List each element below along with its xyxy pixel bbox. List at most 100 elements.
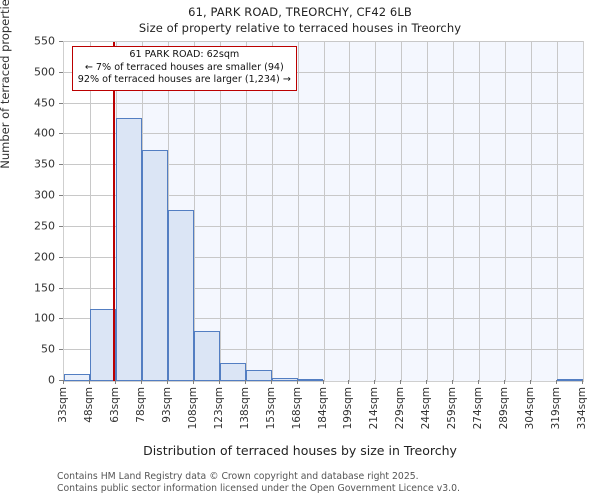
x-axis-tick-label: 168sqm <box>290 387 303 430</box>
x-axis-tick-label: 199sqm <box>342 387 355 430</box>
gridline-vertical <box>453 42 454 381</box>
property-annotation-box: 61 PARK ROAD: 62sqm ← 7% of terraced hou… <box>72 46 297 91</box>
x-axis-tick-mark <box>556 380 558 384</box>
y-axis-tick-mark <box>59 164 63 166</box>
attribution-footer: Contains HM Land Registry data © Crown c… <box>57 471 460 494</box>
gridline-horizontal <box>64 195 583 197</box>
gridline-horizontal <box>64 41 583 42</box>
x-axis-tick-mark <box>478 380 480 384</box>
y-axis-tick-label: 450 <box>34 96 55 110</box>
x-axis-tick-mark <box>530 380 532 384</box>
x-axis-tick-label: 123sqm <box>212 387 225 430</box>
gridline-vertical <box>194 42 195 381</box>
gridline-vertical <box>375 42 376 381</box>
x-axis-tick-mark <box>296 380 298 384</box>
gridline-vertical <box>557 42 558 381</box>
histogram-bar <box>115 117 142 381</box>
x-axis-tick-mark <box>504 380 506 384</box>
x-axis-tick-label: 289sqm <box>498 387 511 430</box>
y-axis-tick-mark <box>59 256 63 258</box>
y-axis-tick-mark <box>59 71 63 73</box>
y-axis-tick-mark <box>59 225 63 227</box>
y-axis-tick-label: 350 <box>34 157 55 171</box>
y-axis-tick-label: 500 <box>34 65 55 79</box>
x-axis-tick-label: 78sqm <box>134 387 147 423</box>
x-axis-tick-label: 334sqm <box>576 387 588 430</box>
gridline-vertical <box>298 42 299 381</box>
gridline-horizontal <box>64 71 583 73</box>
y-axis-tick-label: 50 <box>41 342 55 356</box>
annotation-line-2: ← 7% of terraced houses are smaller (94) <box>84 61 284 73</box>
gridline-horizontal <box>64 164 583 166</box>
x-axis-tick-label: 48sqm <box>82 387 95 423</box>
y-axis-tick-mark <box>59 349 63 351</box>
x-axis-tick-label: 33sqm <box>57 387 69 423</box>
gridline-vertical <box>272 42 273 381</box>
x-axis-title: Distribution of terraced houses by size … <box>143 443 457 458</box>
gridline-vertical <box>324 42 325 381</box>
y-axis-tick-mark <box>59 41 63 42</box>
annotation-line-3: 92% of terraced houses are larger (1,234… <box>77 74 291 85</box>
x-axis-tick-label: 304sqm <box>524 387 537 430</box>
y-axis-tick-mark <box>59 195 63 197</box>
y-axis-tick-label: 150 <box>34 281 55 295</box>
x-axis-tick-mark <box>270 380 272 384</box>
gridline-vertical <box>427 42 428 381</box>
y-axis-tick-label: 200 <box>34 250 55 264</box>
histogram-bar <box>167 210 194 381</box>
gridline-vertical <box>246 42 247 381</box>
x-axis-tick-mark <box>374 380 376 384</box>
x-axis-tick-mark <box>140 380 142 384</box>
y-axis-tick-label: 250 <box>34 219 55 233</box>
y-axis-tick-label: 100 <box>34 311 55 325</box>
x-axis-tick-label: 229sqm <box>394 387 407 430</box>
property-size-marker-line <box>113 42 116 381</box>
x-axis-tick-mark <box>348 380 350 384</box>
footer-line-2: Contains public sector information licen… <box>57 482 460 494</box>
histogram-bar <box>89 308 116 381</box>
x-axis-tick-mark <box>88 380 90 384</box>
x-axis-tick-label: 274sqm <box>472 387 485 430</box>
x-axis-tick-label: 63sqm <box>108 387 121 423</box>
gridline-vertical <box>220 42 221 381</box>
x-axis-tick-mark <box>426 380 428 384</box>
gridline-vertical <box>531 42 532 381</box>
x-axis-tick-mark <box>400 380 402 384</box>
chart-title-block: 61, PARK ROAD, TREORCHY, CF42 6LB Size o… <box>0 4 600 36</box>
x-axis-tick-label: 93sqm <box>160 387 173 423</box>
y-axis-tick-mark <box>59 380 63 381</box>
histogram-bar <box>297 379 324 381</box>
x-axis-tick-mark <box>192 380 194 384</box>
annotation-line-1: 61 PARK ROAD: 62sqm <box>129 49 240 60</box>
gridline-horizontal <box>64 102 583 104</box>
x-axis-tick-label: 214sqm <box>368 387 381 430</box>
histogram-bar <box>271 377 298 381</box>
y-axis-tick-label: 400 <box>34 126 55 140</box>
x-axis-tick-mark <box>244 380 246 384</box>
x-axis-tick-mark <box>114 380 116 384</box>
x-axis-tick-label: 244sqm <box>420 387 433 430</box>
gridline-vertical <box>349 42 350 381</box>
x-axis-tick-mark <box>63 380 64 384</box>
footer-line-1: Contains HM Land Registry data © Crown c… <box>57 471 419 482</box>
gridline-horizontal <box>64 287 583 289</box>
histogram-bar <box>219 363 246 381</box>
chart-subtitle: Size of property relative to terraced ho… <box>138 21 462 35</box>
histogram-bar <box>557 379 583 381</box>
y-axis-tick-label: 550 <box>34 34 55 48</box>
x-axis-tick-mark <box>166 380 168 384</box>
histogram-bar <box>141 149 168 381</box>
x-axis-tick-label: 319sqm <box>550 387 563 430</box>
x-axis-tick-label: 153sqm <box>264 387 277 430</box>
gridline-vertical <box>401 42 402 381</box>
x-axis-tick-mark <box>218 380 220 384</box>
chart-title: 61, PARK ROAD, TREORCHY, CF42 6LB <box>188 5 412 19</box>
y-axis-tick-mark <box>59 318 63 320</box>
x-axis-tick-label: 108sqm <box>186 387 199 430</box>
gridline-vertical <box>505 42 506 381</box>
x-axis-tick-label: 138sqm <box>238 387 251 430</box>
gridline-horizontal <box>64 256 583 258</box>
gridline-vertical <box>90 42 91 381</box>
y-axis-tick-mark <box>59 133 63 135</box>
